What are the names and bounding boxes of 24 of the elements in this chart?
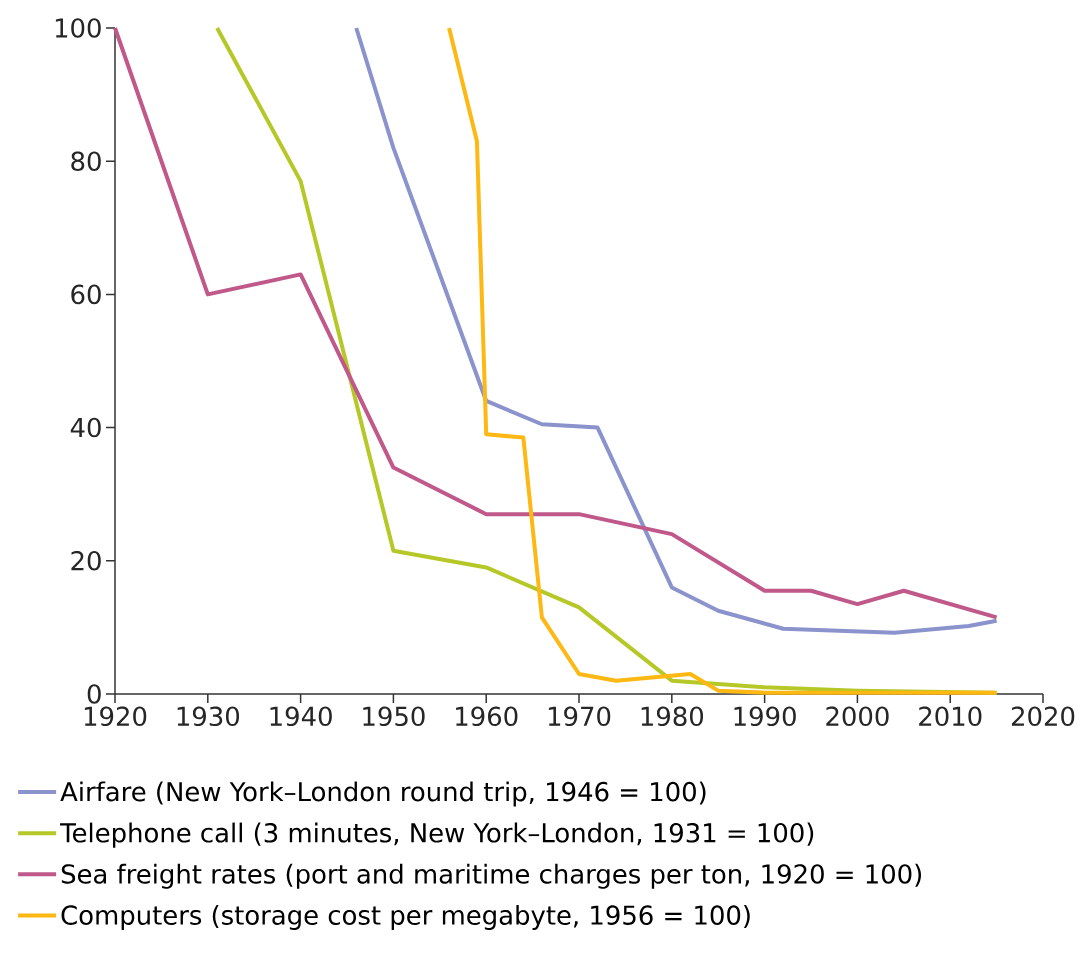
y-tick-label: 100 — [55, 18, 101, 38]
legend-label: Sea freight rates (port and maritime charges per ton, 1920 = 100) — [61, 863, 922, 889]
x-tick-label: 1940 — [270, 706, 332, 727]
line-series — [354, 25, 999, 635]
y-tick-label: 40 — [70, 417, 101, 438]
x-tick-label: 2020 — [1011, 706, 1075, 727]
y-tick-label: 20 — [71, 550, 101, 571]
x-tick-label: 1930 — [177, 706, 240, 727]
legend-label: Computers (storage cost per megabyte, 1956 = 100) — [61, 904, 750, 930]
x-tick-label: 1920 — [84, 706, 147, 727]
line-series — [447, 25, 999, 695]
line-series — [113, 25, 999, 620]
x-tick-label: 1950 — [363, 706, 425, 727]
x-tick-label: 1980 — [641, 706, 704, 727]
y-tick-label: 0 — [87, 684, 101, 704]
x-tick-label: 1990 — [734, 706, 796, 727]
x-tick-label: 2000 — [826, 706, 889, 727]
y-tick-label: 60 — [71, 284, 101, 305]
x-tick-label: 1970 — [548, 706, 611, 727]
x-tick-label: 1960 — [456, 706, 518, 727]
x-tick-label: 2010 — [919, 706, 982, 727]
y-tick-label: 80 — [71, 151, 101, 171]
legend-label: Telephone call (3 minutes, New York–London, 1931 = 100) — [60, 822, 814, 848]
legend-label: Airfare (New York–London round trip, 1946 = 100) — [60, 781, 706, 807]
